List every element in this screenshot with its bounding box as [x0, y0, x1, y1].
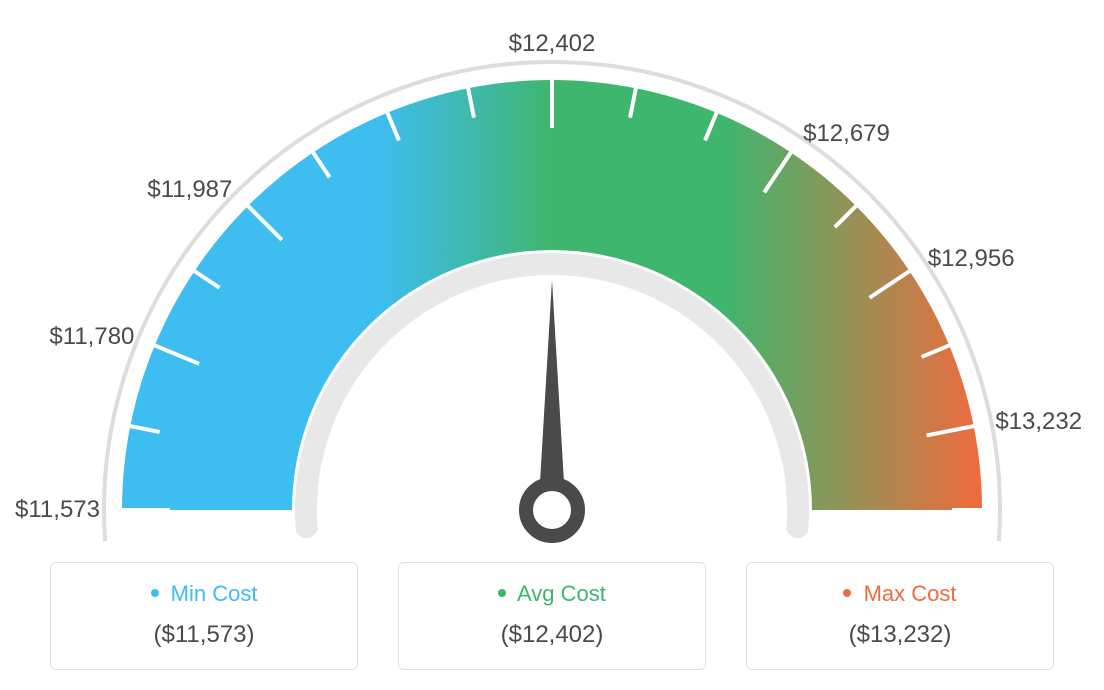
min-cost-card: Min Cost ($11,573) [50, 562, 358, 670]
gauge-tick-label: $12,956 [928, 245, 1015, 273]
avg-cost-label: Avg Cost [517, 581, 606, 606]
avg-cost-card: Avg Cost ($12,402) [398, 562, 706, 670]
gauge-tick-label: $11,573 [15, 496, 100, 524]
min-dot-icon [151, 589, 159, 597]
avg-cost-value: ($12,402) [409, 621, 695, 649]
gauge-tick-label: $11,987 [147, 176, 232, 204]
min-cost-title: Min Cost [61, 581, 347, 607]
gauge-tick-label: $13,232 [995, 408, 1082, 436]
max-cost-label: Max Cost [864, 581, 957, 606]
summary-cards: Min Cost ($11,573) Avg Cost ($12,402) Ma… [50, 562, 1054, 670]
min-cost-value: ($11,573) [61, 621, 347, 649]
avg-dot-icon [498, 589, 506, 597]
gauge-tick-label: $12,679 [803, 120, 890, 148]
max-cost-card: Max Cost ($13,232) [746, 562, 1054, 670]
gauge-tick-label: $11,780 [49, 323, 134, 351]
gauge-svg [52, 20, 1052, 580]
min-cost-label: Min Cost [171, 581, 258, 606]
max-dot-icon [843, 589, 851, 597]
max-cost-title: Max Cost [757, 581, 1043, 607]
gauge-tick-label: $12,402 [509, 30, 596, 58]
avg-cost-title: Avg Cost [409, 581, 695, 607]
max-cost-value: ($13,232) [757, 621, 1043, 649]
cost-gauge: $11,573 $11,780 $11,987 $12,402 $12,679 $12,9… [0, 0, 1104, 560]
